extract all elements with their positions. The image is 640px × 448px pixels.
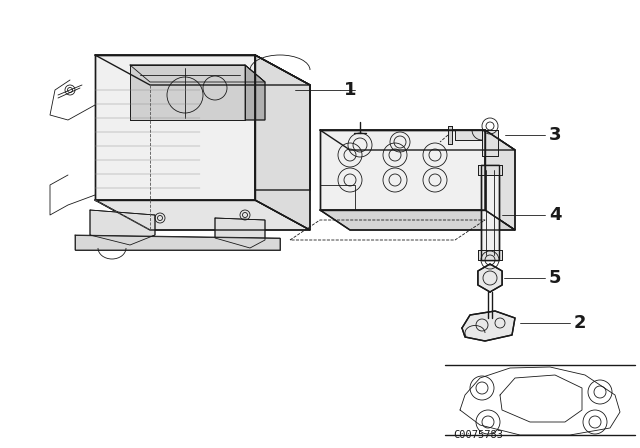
Polygon shape (481, 165, 499, 260)
Polygon shape (462, 311, 515, 341)
Text: 4: 4 (549, 206, 561, 224)
Polygon shape (320, 130, 485, 210)
Text: 2: 2 (574, 314, 586, 332)
Polygon shape (245, 65, 265, 120)
Polygon shape (215, 218, 265, 248)
Text: 5: 5 (549, 269, 561, 287)
Polygon shape (130, 65, 265, 82)
Polygon shape (482, 130, 498, 156)
Text: 3: 3 (549, 126, 561, 144)
Polygon shape (95, 55, 255, 200)
Polygon shape (478, 165, 502, 175)
Polygon shape (478, 250, 502, 260)
Text: 1: 1 (344, 81, 356, 99)
Polygon shape (255, 55, 310, 230)
Polygon shape (90, 210, 155, 245)
Polygon shape (320, 130, 515, 150)
Polygon shape (255, 55, 310, 190)
Polygon shape (455, 130, 482, 140)
Polygon shape (448, 126, 452, 144)
Polygon shape (95, 55, 310, 85)
Polygon shape (95, 200, 310, 230)
Polygon shape (485, 130, 515, 230)
Polygon shape (320, 210, 515, 230)
Polygon shape (130, 65, 245, 120)
Polygon shape (478, 264, 502, 292)
Polygon shape (75, 235, 280, 250)
Text: C0075783: C0075783 (453, 430, 503, 440)
